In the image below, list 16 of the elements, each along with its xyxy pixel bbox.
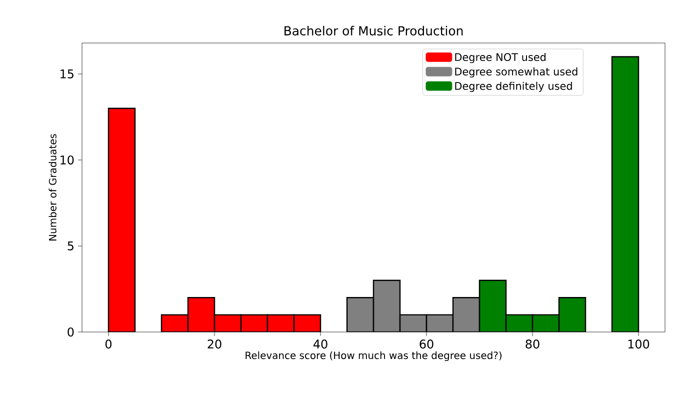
legend-label: Degree somewhat used: [455, 67, 578, 78]
y-tick-label: 10: [60, 155, 74, 164]
x-tick-label: 0: [105, 340, 112, 349]
legend-label: Degree NOT used: [455, 52, 546, 64]
chart-title: Bachelor of Music Production: [284, 26, 463, 36]
x-tick-label: 80: [526, 340, 540, 349]
x-tick-label: 60: [420, 340, 434, 349]
y-tick-label: 0: [68, 327, 74, 337]
x-tick-label: 40: [313, 340, 328, 349]
y-tick-label: 15: [60, 70, 74, 78]
y-tick-label: 5: [68, 242, 74, 250]
y-axis-title: Number of Graduates: [48, 134, 56, 240]
legend-label: Degree definitely used: [455, 82, 572, 92]
x-tick-label: 20: [208, 340, 222, 349]
x-tick-label: 100: [628, 340, 650, 349]
x-axis-title: Relevance score (How much was the degree used?): [246, 351, 502, 362]
